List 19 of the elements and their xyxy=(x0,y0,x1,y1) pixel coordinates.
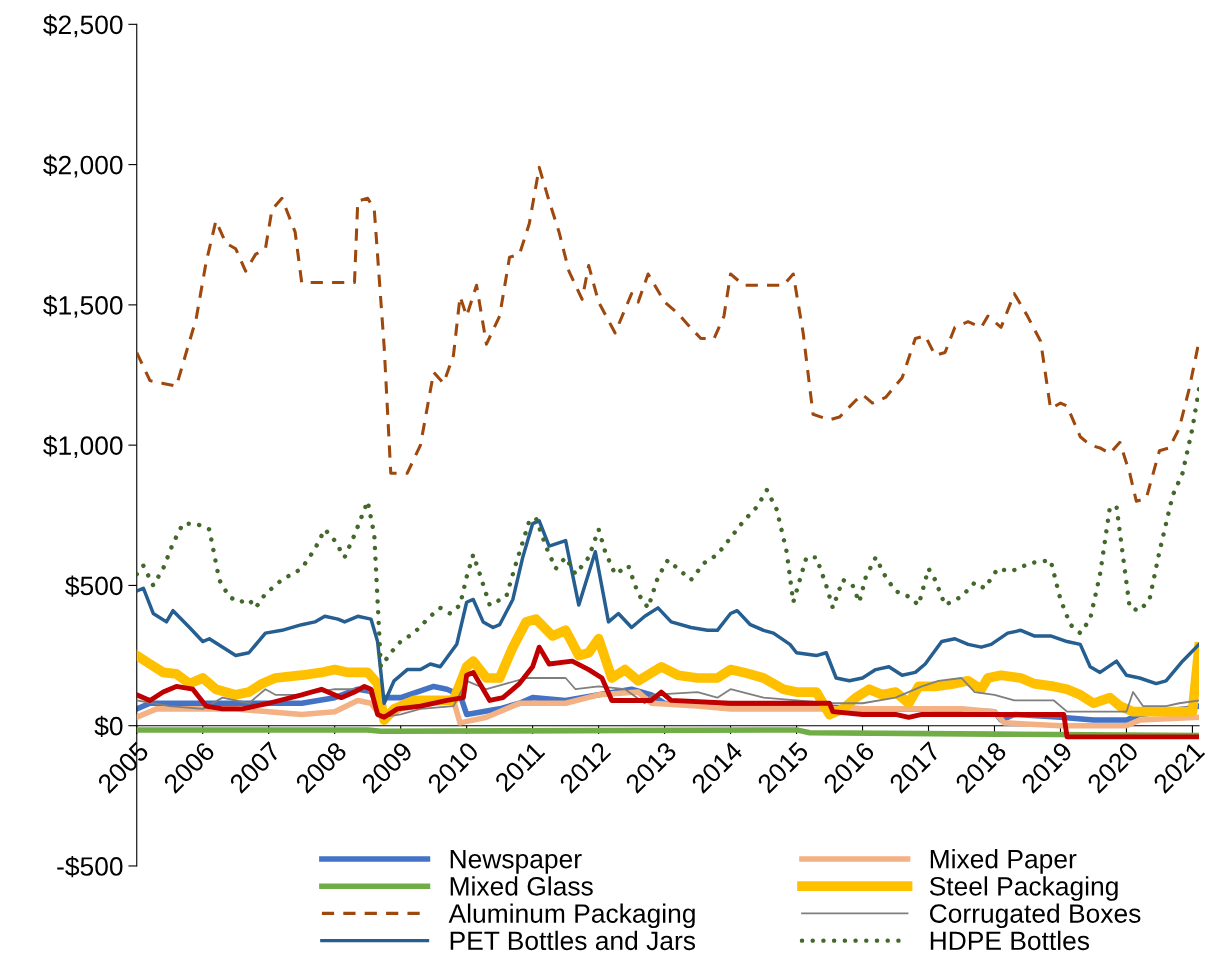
legend-label: PET Bottles and Jars xyxy=(450,930,696,951)
line-series xyxy=(136,677,1200,719)
y-tick-label: -$500 xyxy=(57,856,123,878)
y-tick-label: $1,000 xyxy=(43,435,123,459)
y-tick-label: $500 xyxy=(65,575,123,597)
legend-label: HDPE Bottles xyxy=(930,930,1090,951)
legend-label: Mixed Glass xyxy=(450,876,593,896)
line-series xyxy=(136,165,1200,503)
legend-label: Mixed Paper xyxy=(930,849,1077,874)
y-tick-label: $2,000 xyxy=(43,154,123,178)
legend-label: Corrugated Boxes xyxy=(930,903,1141,929)
legend-label: Aluminum Packaging xyxy=(448,903,695,929)
line-series xyxy=(136,386,1200,669)
line-series xyxy=(136,519,1200,705)
legend-label: Newspaper xyxy=(450,850,582,874)
y-tick-label: $2,500 xyxy=(43,14,123,38)
y-tick-label: $0 xyxy=(94,715,123,738)
y-tick-label: $1,500 xyxy=(43,294,123,318)
legend-label: Steel Packaging xyxy=(929,876,1118,901)
